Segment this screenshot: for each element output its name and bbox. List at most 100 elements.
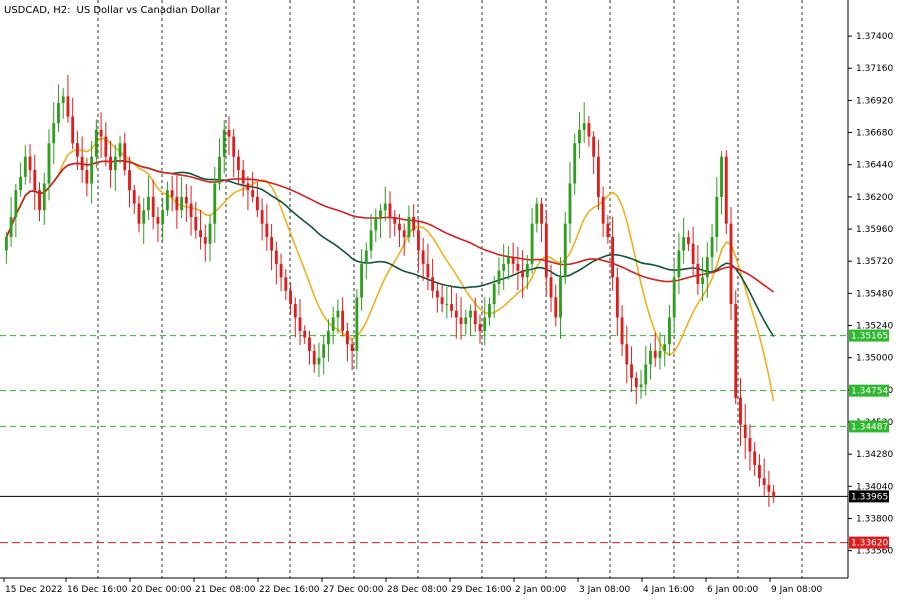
candle-body xyxy=(218,156,221,184)
candle-body xyxy=(762,478,766,485)
candle-body xyxy=(113,156,117,171)
candle-body xyxy=(109,156,112,171)
candle-body xyxy=(630,364,633,378)
price-label: 1.36440 xyxy=(856,161,893,171)
candle-body xyxy=(265,223,269,238)
candle-body xyxy=(61,96,65,104)
candle-body xyxy=(739,397,742,425)
candle-body xyxy=(369,230,373,251)
price-label: 1.36920 xyxy=(856,96,893,106)
price-tag-box xyxy=(849,536,889,549)
time-label: 20 Dec 00:00 xyxy=(131,585,192,595)
candle-body xyxy=(568,183,572,224)
candle-body xyxy=(308,337,311,351)
candle-body xyxy=(492,283,496,305)
candle-body xyxy=(274,250,278,264)
candle-body xyxy=(587,123,591,137)
candle-body xyxy=(672,277,676,318)
candle-body xyxy=(94,129,98,157)
candle-body xyxy=(345,330,349,345)
time-label: 22 Dec 16:00 xyxy=(259,585,320,595)
candle-body xyxy=(99,129,103,137)
candle-body xyxy=(540,203,543,224)
candle-body xyxy=(497,270,501,284)
candle-body xyxy=(772,491,776,498)
candle-body xyxy=(213,183,217,224)
candle-body xyxy=(255,196,259,211)
candle-body xyxy=(246,183,250,191)
candle-body xyxy=(388,203,392,217)
candle-body xyxy=(724,156,728,224)
candle-body xyxy=(104,136,108,157)
price-label: 1.33560 xyxy=(856,547,893,557)
candle-body xyxy=(473,310,477,325)
price-label: 1.33800 xyxy=(856,514,893,524)
price-tag-box xyxy=(849,420,889,433)
candle-body xyxy=(710,237,714,258)
chart-header: USDCAD, H2: US Dollar vs Canadian Dollar xyxy=(4,5,221,16)
candle-body xyxy=(639,384,643,388)
time-label: 6 Jan 00:00 xyxy=(707,585,759,595)
candle-body xyxy=(440,297,444,305)
candle-body xyxy=(701,277,705,284)
candle-body xyxy=(663,344,667,351)
price-tag-label: 1.34487 xyxy=(851,422,888,432)
candle-body xyxy=(734,304,738,398)
candle-body xyxy=(450,304,453,311)
candle-body xyxy=(521,270,525,278)
candle-body xyxy=(241,170,245,184)
time-label: 16 Dec 16:00 xyxy=(67,585,128,595)
price-label: 1.35480 xyxy=(856,289,893,299)
time-label: 28 Dec 08:00 xyxy=(387,585,448,595)
candle-body xyxy=(75,143,79,157)
candle-body xyxy=(327,330,330,345)
price-label: 1.35960 xyxy=(856,225,893,235)
candle-body xyxy=(416,230,420,251)
candle-body xyxy=(682,237,686,251)
candle-body xyxy=(147,196,150,211)
price-label: 1.34040 xyxy=(856,482,893,492)
candle-body xyxy=(350,344,354,351)
candle-body xyxy=(478,324,482,331)
candle-body xyxy=(165,190,169,211)
candle-body xyxy=(573,143,577,184)
candle-body xyxy=(615,277,619,318)
time-label: 2 Jan 00:00 xyxy=(515,585,567,595)
price-label: 1.35000 xyxy=(856,354,893,364)
candle-body xyxy=(23,156,27,177)
candle-body xyxy=(488,304,491,318)
candles xyxy=(4,75,776,507)
candle-body xyxy=(620,317,624,345)
candle-body xyxy=(691,243,695,264)
price-label: 1.35720 xyxy=(856,257,893,267)
candle-body xyxy=(355,297,359,351)
candle-body xyxy=(123,143,127,171)
candle-body xyxy=(227,129,231,137)
candle-body xyxy=(341,310,345,331)
candle-body xyxy=(549,277,553,298)
candle-body xyxy=(364,250,368,264)
price-tag-box xyxy=(849,490,889,503)
candle-body xyxy=(559,277,562,318)
candle-body xyxy=(393,216,397,224)
candle-body xyxy=(720,156,723,197)
candle-body xyxy=(38,190,41,211)
candle-body xyxy=(71,116,75,144)
candle-body xyxy=(445,304,449,306)
candle-body xyxy=(85,170,89,184)
candle-body xyxy=(530,223,534,264)
candle-body xyxy=(743,424,747,439)
price-label: 1.36680 xyxy=(856,129,893,139)
instrument-description: US Dollar vs Canadian Dollar xyxy=(77,5,222,16)
candle-body xyxy=(317,357,321,365)
candle-body xyxy=(156,216,160,224)
candle-body xyxy=(132,190,136,204)
time-label: 4 Jan 16:00 xyxy=(643,585,695,595)
candle-body xyxy=(57,103,60,124)
candle-body xyxy=(312,350,316,365)
price-tag-label: 1.34754 xyxy=(851,387,888,397)
candle-body xyxy=(544,223,548,278)
